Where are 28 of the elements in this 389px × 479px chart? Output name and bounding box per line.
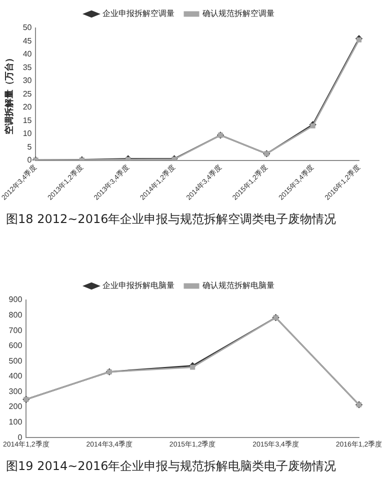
y-tick-label: 5	[27, 142, 32, 152]
y-tick-label: 40	[22, 50, 32, 59]
y-tick-label: 50	[22, 23, 32, 32]
y-tick-label: 20	[22, 102, 32, 112]
y-tick-label: 25	[22, 89, 32, 98]
legend-label: 确认规范拆解电脑量	[202, 281, 274, 290]
y-tick-label: 35	[22, 62, 32, 72]
y-tick-label: 100	[8, 418, 23, 427]
legend-label: 企业申报拆解空调量	[102, 9, 174, 18]
y-tick-label: 0	[18, 432, 23, 442]
y-tick-label: 500	[8, 356, 23, 366]
legend-label: 确认规范拆解空调量	[202, 9, 274, 18]
y-tick-label: 900	[8, 295, 23, 304]
caption: 图18 2012~2016年企业申报与规范拆解空调类电子废物情况	[5, 211, 338, 228]
y-axis-title: 空调拆解量（万台）	[4, 54, 14, 135]
y-tick-label: 300	[8, 386, 23, 396]
legend-label: 企业申报拆解电脑量	[102, 281, 174, 290]
y-tick-label: 10	[22, 129, 32, 138]
caption: 图19 2014~2016年企业申报与规范拆解电脑类电子废物情况	[5, 458, 338, 475]
y-tick-label: 200	[8, 402, 23, 412]
y-tick-label: 30	[22, 76, 32, 86]
y-tick-label: 800	[8, 310, 23, 320]
y-tick-label: 700	[8, 326, 23, 335]
y-tick-label: 15	[22, 116, 32, 125]
y-tick-label: 45	[22, 36, 32, 46]
y-tick-label: 0	[27, 156, 32, 165]
y-tick-label: 400	[8, 372, 23, 381]
y-tick-label: 600	[8, 341, 23, 350]
